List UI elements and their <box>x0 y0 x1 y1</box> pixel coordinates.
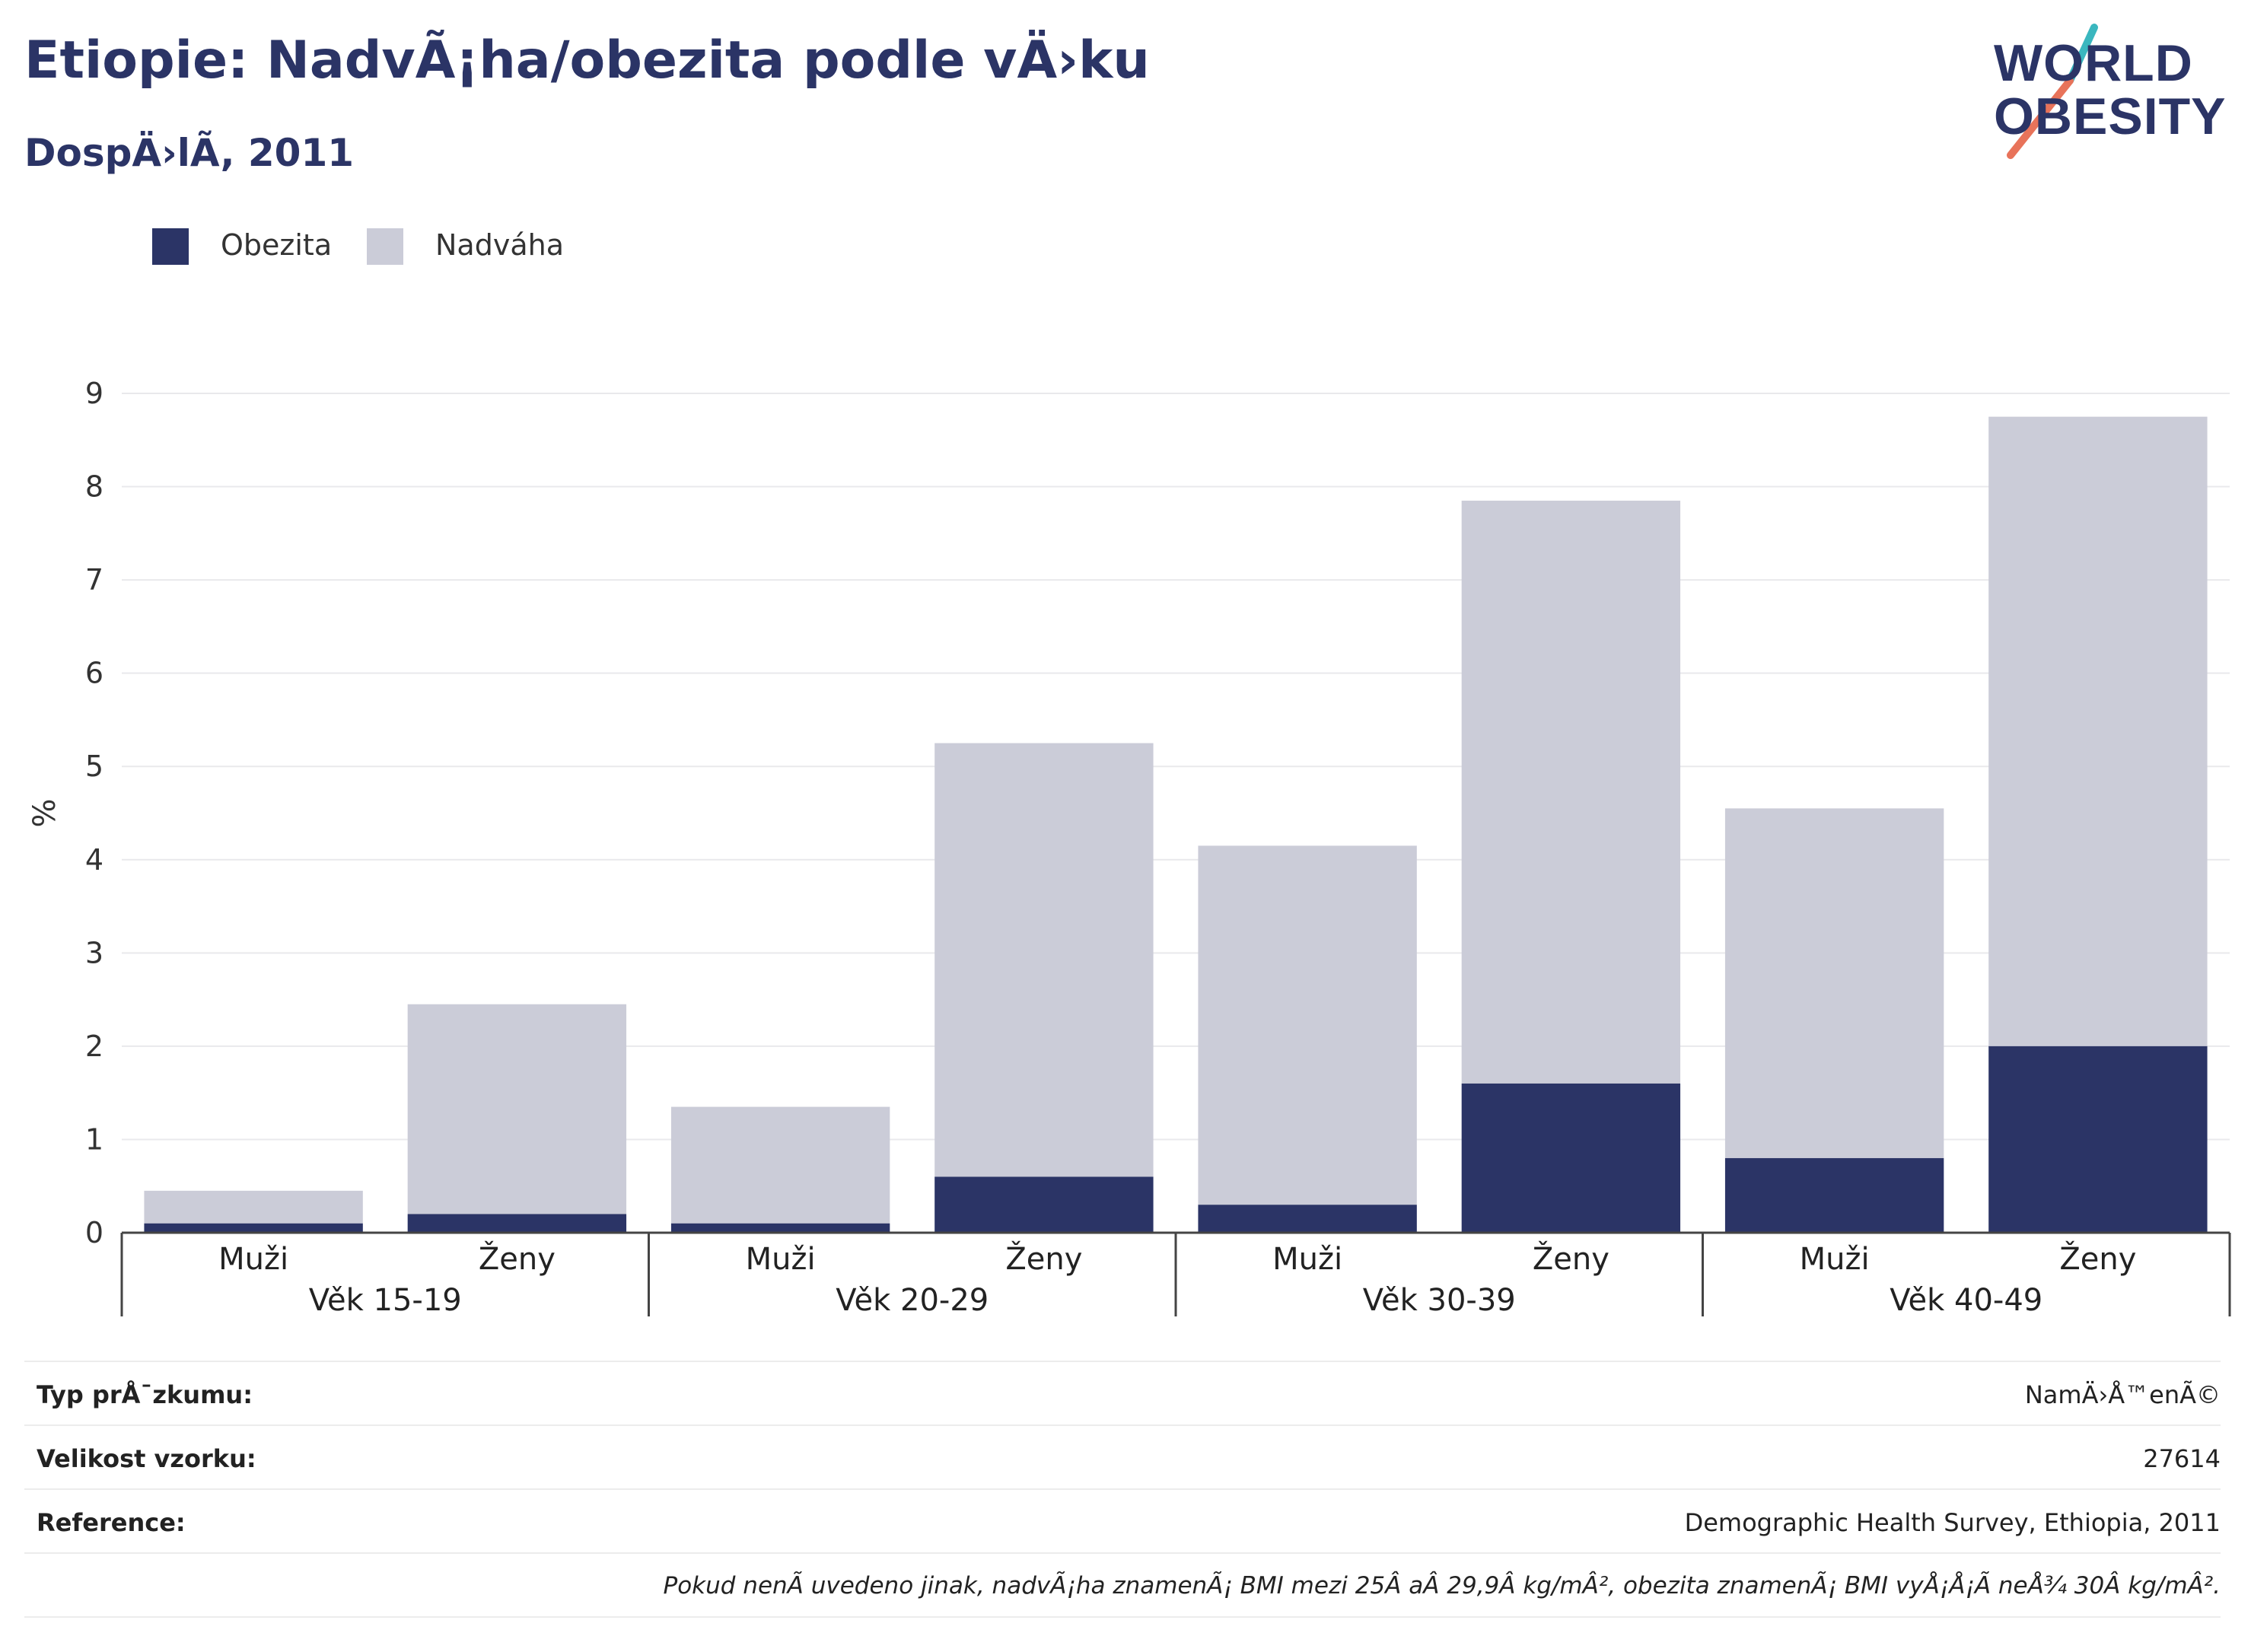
bar-overweight <box>670 1106 890 1224</box>
bar-obesity <box>144 1223 363 1233</box>
y-tick-label: 8 <box>85 470 103 504</box>
x-category-label: Muži <box>1800 1242 1870 1277</box>
legend-label-obesity: Obezita <box>221 228 333 262</box>
x-category-label: Ženy <box>1533 1240 1609 1277</box>
info-row-sample-size: Velikost vzorku: 27614 <box>24 1424 2221 1488</box>
bar-obesity <box>1724 1157 1944 1233</box>
info-value: 27614 <box>2143 1444 2221 1473</box>
bar-obesity <box>1461 1083 1681 1233</box>
bar-overweight <box>1724 808 1944 1158</box>
y-tick-label: 1 <box>85 1122 103 1156</box>
bar-obesity <box>934 1176 1154 1233</box>
x-category-label: Muži <box>1272 1242 1342 1277</box>
info-label: Typ prÅ¯zkumu: <box>37 1380 253 1409</box>
info-label: Velikost vzorku: <box>37 1444 256 1473</box>
y-tick-label: 9 <box>85 377 103 410</box>
bar-overweight <box>934 743 1154 1177</box>
bar-chart: 0 1 2 3 4 5 6 7 8 9% Muži Ženy Muži Ženy Muži Ženy Muži Ž… <box>27 377 2231 1318</box>
y-tick-label: 0 <box>85 1216 103 1249</box>
bar-overweight <box>1461 500 1681 1084</box>
logo-line-2: OBESITY <box>1994 88 2227 145</box>
x-category-label: Muži <box>746 1242 816 1277</box>
info-value: Demographic Health Survey, Ethiopia, 201… <box>1684 1508 2221 1537</box>
x-category-label: Muži <box>218 1242 288 1277</box>
bar-obesity <box>1198 1205 1417 1233</box>
logo-line-1: WORLD <box>1994 34 2193 92</box>
info-value: NamÄ›Å™enÃ© <box>2024 1380 2221 1409</box>
x-category-label: Ženy <box>479 1240 556 1277</box>
bar-obesity <box>407 1214 627 1233</box>
info-row-note: Pokud nenÃ uvedeno jinak, nadvÃ¡ha zname… <box>24 1552 2221 1618</box>
x-group-label: Věk 30-39 <box>1363 1283 1516 1318</box>
bar-obesity <box>1988 1046 2208 1233</box>
y-tick-label: 4 <box>85 843 103 877</box>
logo-slash-icon <box>2007 24 2098 159</box>
y-tick-label: 3 <box>85 936 103 969</box>
info-row-reference: Reference: Demographic Health Survey, Et… <box>24 1488 2221 1552</box>
y-tick-label: 7 <box>85 563 103 597</box>
chart-subtitle: DospÄ›lÃ, 2011 <box>24 131 355 175</box>
bar-overweight <box>1198 845 1417 1205</box>
y-tick-label: 2 <box>85 1030 103 1063</box>
info-row-survey-type: Typ prÅ¯zkumu: NamÄ›Å™enÃ© <box>24 1361 2221 1424</box>
x-category-label: Ženy <box>2059 1240 2136 1277</box>
y-tick-label: 6 <box>85 657 103 690</box>
legend-swatch-overweight <box>367 228 403 265</box>
x-group-label: Věk 20-29 <box>836 1283 989 1318</box>
bar-overweight <box>144 1190 363 1224</box>
bmi-definition-note: Pokud nenÃ uvedeno jinak, nadvÃ¡ha zname… <box>663 1572 2221 1599</box>
y-tick-label: 5 <box>85 750 103 783</box>
y-axis-label: % <box>27 798 62 827</box>
legend-label-overweight: Nadváha <box>435 228 564 262</box>
bar-obesity <box>670 1223 890 1233</box>
world-obesity-logo: WORLD OBESITY <box>1979 23 2237 167</box>
info-label: Reference: <box>37 1508 186 1537</box>
x-group-label: Věk 40-49 <box>1890 1283 2042 1318</box>
chart-title: Etiopie: NadvÃ¡ha/obezita podle vÄ›ku <box>24 30 1150 91</box>
legend-swatch-obesity <box>152 228 189 265</box>
x-category-label: Ženy <box>1005 1240 1082 1277</box>
bar-overweight <box>1988 416 2208 1046</box>
bar-overweight <box>407 1004 627 1214</box>
info-table: Typ prÅ¯zkumu: NamÄ›Å™enÃ© Velikost vzor… <box>24 1361 2221 1618</box>
x-group-label: Věk 15-19 <box>309 1283 462 1318</box>
